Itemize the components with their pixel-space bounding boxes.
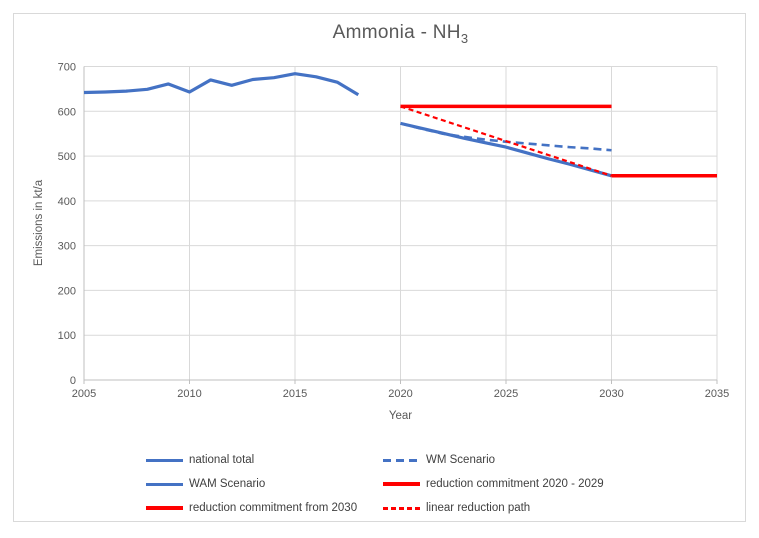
legend-swatch-reduction-commitment-from-2030-line-icon (146, 506, 183, 510)
chart-frame (13, 13, 746, 522)
y-tick-label: 0 (70, 375, 76, 387)
legend-label: linear reduction path (426, 502, 531, 514)
legend-item-reduction-commitment-from-2030: reduction commitment from 2030 (146, 501, 383, 515)
y-tick-label: 200 (58, 285, 76, 297)
legend-label: reduction commitment 2020 - 2029 (426, 478, 604, 490)
legend-item-national-total: national total (146, 453, 383, 467)
series-wam-scenario (400, 121, 612, 178)
x-tick-label: 2020 (388, 388, 412, 400)
y-tick-label: 700 (58, 62, 76, 74)
legend-swatch-wm-scenario-line-icon (383, 458, 420, 462)
chart-title-text: Ammonia - NH (332, 22, 461, 43)
legend-item-linear-reduction-path: linear reduction path (383, 501, 604, 515)
legend-item-wam-scenario: WAM Scenario (146, 477, 383, 491)
x-axis-title: Year (388, 410, 413, 422)
y-tick-label: 600 (58, 106, 76, 118)
y-tick-label: 100 (58, 330, 76, 342)
x-tick-label: 2010 (177, 388, 201, 400)
y-tick-label: 500 (58, 151, 76, 163)
chart-title: Ammonia - NH3 (84, 22, 717, 46)
x-tick-label: 2025 (494, 388, 518, 400)
y-tick-label: 400 (58, 196, 76, 208)
x-tick-label: 2015 (283, 388, 307, 400)
y-tick-label: 300 (58, 241, 76, 253)
legend: national total WM Scenario WAM Scenario … (146, 453, 604, 515)
legend-swatch-wam-scenario-line-icon (146, 482, 183, 486)
legend-label: national total (189, 454, 255, 466)
x-tick-label: 2035 (705, 388, 729, 400)
legend-swatch-linear-reduction-path-line-icon (383, 506, 420, 510)
x-tick-label: 2030 (599, 388, 623, 400)
series-linear-reduction-path (400, 105, 612, 177)
y-axis-title: Emissions in kt/a (33, 179, 45, 267)
legend-item-reduction-commitment-2020-2029: reduction commitment 2020 - 2029 (383, 477, 604, 491)
legend-item-wm-scenario: WM Scenario (383, 453, 604, 467)
legend-label: reduction commitment from 2030 (189, 502, 358, 514)
legend-label: WM Scenario (426, 454, 496, 466)
legend-label: WAM Scenario (189, 478, 266, 490)
legend-swatch-reduction-commitment-2020-2029-line-icon (383, 482, 420, 486)
x-tick-label: 2005 (72, 388, 96, 400)
legend-swatch-national-total-line-icon (146, 458, 183, 462)
chart-title-subscript: 3 (460, 30, 469, 46)
series-national-total (83, 72, 360, 97)
